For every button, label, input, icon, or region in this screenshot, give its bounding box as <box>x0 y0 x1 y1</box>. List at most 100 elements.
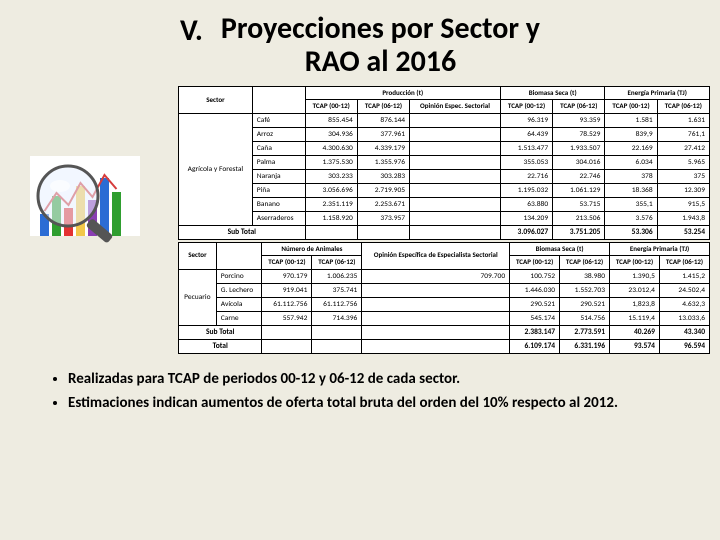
th-energia: Energía Primaria (TJ) <box>605 87 710 100</box>
data-cell <box>312 325 362 339</box>
title-line2: RAO al 2016 <box>305 43 457 80</box>
data-cell: 78.529 <box>553 127 605 141</box>
data-cell: 304.936 <box>305 127 357 141</box>
data-cell: 18.368 <box>605 183 657 197</box>
data-cell <box>305 225 357 239</box>
bullet-list: Realizadas para TCAP de periodos 00-12 y… <box>40 370 680 414</box>
data-cell: 1.355.976 <box>357 155 409 169</box>
data-cell: 61.112.756 <box>262 297 312 311</box>
data-cell: 303.233 <box>305 169 357 183</box>
th-sub: TCAP (00-12) <box>262 256 312 269</box>
data-cell: 64.439 <box>500 127 552 141</box>
table-row: Arroz304.936377.96164.43978.529839,9761,… <box>179 127 710 141</box>
data-cell: 290.521 <box>510 297 560 311</box>
data-cell: 557.942 <box>262 311 312 325</box>
data-cell: 919.041 <box>262 283 312 297</box>
label-cell: Carne <box>216 311 262 325</box>
data-cell: 100.752 <box>510 269 560 283</box>
title-main: Proyecciones por Sector y RAO al 2016 <box>221 12 540 78</box>
data-cell: 761,1 <box>657 127 709 141</box>
th-sub: TCAP (06-12) <box>560 256 610 269</box>
data-cell: 53.254 <box>657 225 709 239</box>
chart-illustration <box>20 146 170 261</box>
data-cell <box>410 169 501 183</box>
data-cell: 290.521 <box>560 297 610 311</box>
data-cell <box>312 339 362 353</box>
th-animales: Número de Animales <box>262 242 362 255</box>
label-cell: Piña <box>252 183 305 197</box>
title-prefix: V. <box>180 12 203 78</box>
data-cell: 3.056.696 <box>305 183 357 197</box>
data-cell: 375 <box>657 169 709 183</box>
data-cell: 1.390,5 <box>610 269 660 283</box>
data-cell: 876.144 <box>357 113 409 127</box>
data-cell: 43.340 <box>659 325 709 339</box>
th-sub: TCAP (06-12) <box>357 100 409 113</box>
data-cell <box>410 127 501 141</box>
th-blank2 <box>216 242 262 269</box>
label-cell: Café <box>252 113 305 127</box>
data-cell: 855.454 <box>305 113 357 127</box>
tables-wrap: Sector Producción (t) Biomasa Seca (t) E… <box>178 86 710 354</box>
data-cell: 2.351.119 <box>305 197 357 211</box>
data-cell: 1.006.235 <box>312 269 362 283</box>
data-cell: 839,9 <box>605 127 657 141</box>
data-cell: 2.719.905 <box>357 183 409 197</box>
data-cell: 53.306 <box>605 225 657 239</box>
data-cell <box>410 197 501 211</box>
label-cell: G. Lechero <box>216 283 262 297</box>
data-cell: 1.415,2 <box>659 269 709 283</box>
label-cell: Caña <box>252 141 305 155</box>
data-cell: 13.033,6 <box>659 311 709 325</box>
data-cell: 24.502,4 <box>659 283 709 297</box>
th-biomasa: Biomasa Seca (t) <box>500 87 605 100</box>
data-cell: 545.174 <box>510 311 560 325</box>
sector-cell: Agrícola y Forestal <box>179 113 253 225</box>
data-cell: 40.269 <box>610 325 660 339</box>
data-cell: 53.715 <box>553 197 605 211</box>
table-row: PecuarioPorcino970.1791.006.235709.70010… <box>179 269 710 283</box>
data-cell: 303.283 <box>357 169 409 183</box>
th-sub: TCAP (00-12) <box>605 100 657 113</box>
data-cell: 3.751.205 <box>553 225 605 239</box>
data-cell: 15.119,4 <box>610 311 660 325</box>
data-cell: 1.552.703 <box>560 283 610 297</box>
data-cell: 93.574 <box>610 339 660 353</box>
data-cell: 1.513.477 <box>500 141 552 155</box>
bullet-2: Estimaciones indican aumentos de oferta … <box>68 394 680 413</box>
total-label: Total <box>179 339 262 353</box>
data-cell: 714.396 <box>312 311 362 325</box>
th-energia2: Energía Primaria (TJ) <box>610 242 710 255</box>
data-cell <box>362 339 510 353</box>
sector-cell: Pecuario <box>179 269 217 325</box>
data-cell: 5.965 <box>657 155 709 169</box>
table-row: Aserraderos1.158.920373.957134.209213.50… <box>179 211 710 225</box>
th-sub: TCAP (06-12) <box>659 256 709 269</box>
data-cell: 1.631 <box>657 113 709 127</box>
data-cell: 22.716 <box>500 169 552 183</box>
data-cell: 1.446.030 <box>510 283 560 297</box>
data-cell: 63.880 <box>500 197 552 211</box>
th-blank <box>252 87 305 114</box>
data-cell <box>262 325 312 339</box>
th-sub: Opinión Espec. Sectorial <box>410 100 501 113</box>
content-row: Sector Producción (t) Biomasa Seca (t) E… <box>0 86 720 354</box>
data-cell: 373.957 <box>357 211 409 225</box>
data-cell: 1.195.032 <box>500 183 552 197</box>
label-cell: Palma <box>252 155 305 169</box>
data-cell: 6.109.174 <box>510 339 560 353</box>
data-cell <box>410 155 501 169</box>
bullet-1: Realizadas para TCAP de periodos 00-12 y… <box>68 370 680 389</box>
th-sub: TCAP (06-12) <box>553 100 605 113</box>
data-cell: 377.961 <box>357 127 409 141</box>
data-cell: 1.158.920 <box>305 211 357 225</box>
table-pecuario: Sector Número de Animales Opinión Especí… <box>178 242 710 354</box>
th-sub: TCAP (00-12) <box>305 100 357 113</box>
label-cell: Porcino <box>216 269 262 283</box>
th-sub: TCAP (00-12) <box>500 100 552 113</box>
subtotal-row: Sub Total3.096.0273.751.20553.30653.254 <box>179 225 710 239</box>
data-cell: 6.331.196 <box>560 339 610 353</box>
table-row: Agrícola y ForestalCafé855.454876.14496.… <box>179 113 710 127</box>
table-row: Caña4.300.6304.339.1791.513.4771.933.507… <box>179 141 710 155</box>
data-cell: 93.359 <box>553 113 605 127</box>
